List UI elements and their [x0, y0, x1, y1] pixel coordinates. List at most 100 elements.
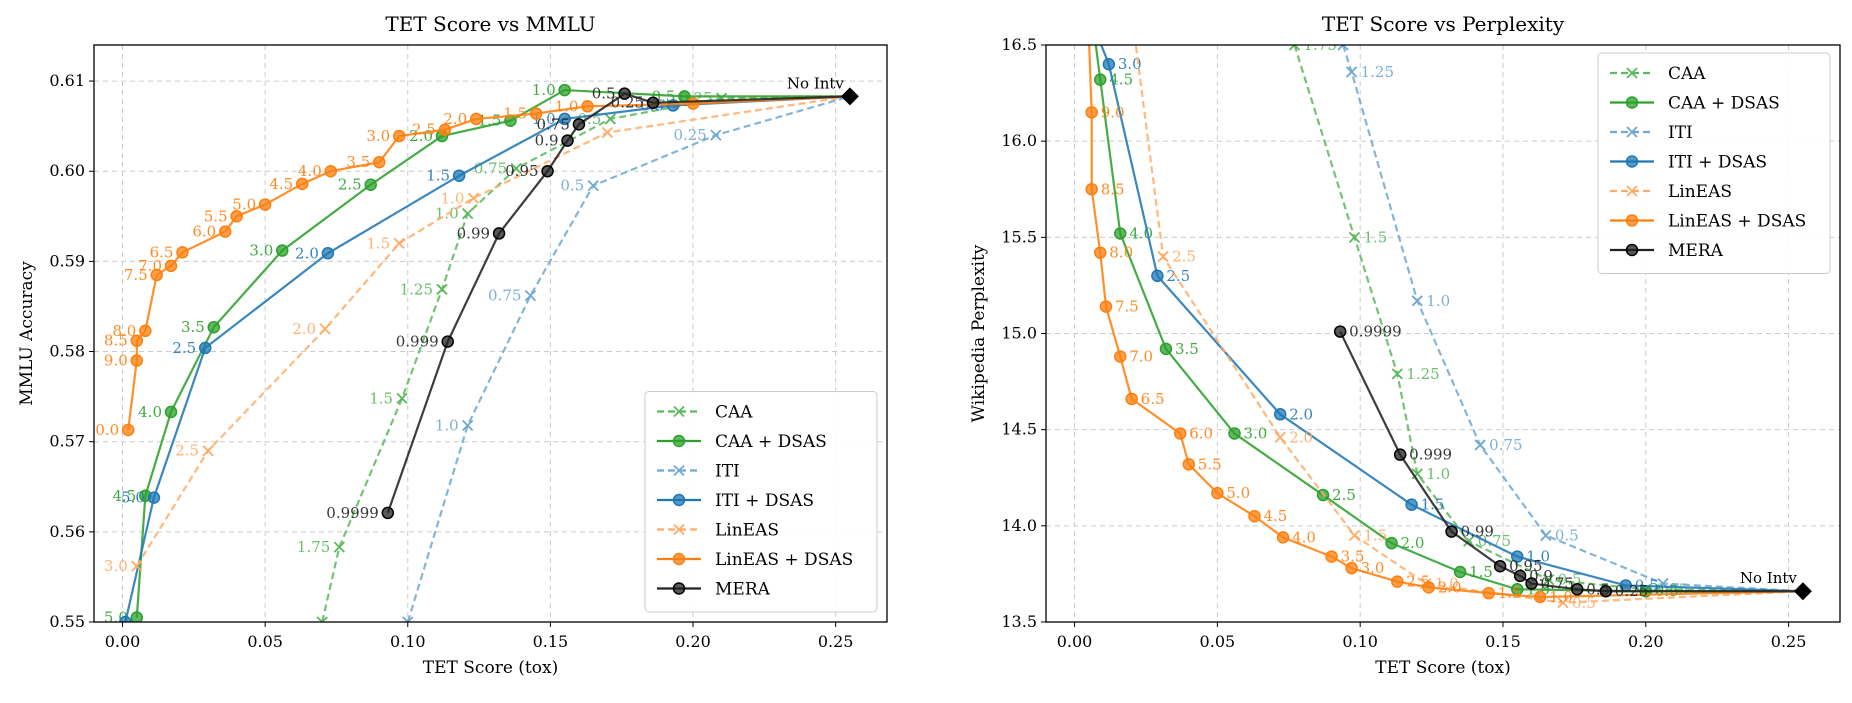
data-point-marker: [1159, 342, 1173, 356]
legend-label: CAA: [715, 403, 753, 423]
data-label: 4.5: [1263, 507, 1287, 525]
data-point-marker: [529, 107, 543, 120]
legend-marker: [1625, 96, 1639, 109]
legend: CAA CAA + DSAS ITI ITI + DSAS LinEAS LinEAS +…: [644, 391, 878, 613]
data-point-marker: [1422, 581, 1435, 594]
y-tick-label: 16.5: [1001, 35, 1037, 54]
legend-label: ITI + DSAS: [715, 491, 814, 511]
data-label: 2.5: [1166, 267, 1190, 285]
data-label: 2.5: [1332, 486, 1356, 504]
data-point-marker: [1474, 439, 1486, 451]
y-tick-label: 13.5: [1001, 612, 1037, 631]
data-point-marker: [1276, 531, 1290, 544]
data-point-marker: [1533, 590, 1547, 604]
series-lineas: 3.0 2.5 2.0 1.5 1.0: [104, 95, 851, 575]
no-intervention-label: No Intv: [787, 74, 845, 92]
data-point-marker: [1228, 427, 1241, 440]
data-point-marker: [207, 320, 221, 334]
data-point-marker: [164, 259, 178, 273]
legend-entry: CAA + DSAS: [657, 432, 827, 452]
legend-label: LinEAS + DSAS: [715, 550, 853, 570]
legend-marker: [1626, 67, 1638, 79]
data-point-marker: [364, 178, 377, 191]
no-intervention-label: No Intv: [1740, 569, 1798, 587]
data-point-marker: [524, 289, 537, 302]
data-label: 0.99: [457, 224, 490, 242]
legend-marker: [672, 552, 686, 566]
series-lineas-dsas: 9.08.58.07.57.06.56.05.55.04.54.03.53.02…: [1085, 45, 1803, 606]
legend-entry: LinEAS + DSAS: [657, 550, 853, 570]
legend-label: ITI: [715, 462, 740, 482]
legend-marker: [672, 582, 686, 595]
data-point-marker: [324, 164, 338, 178]
data-point-marker: [1288, 45, 1301, 51]
data-label: 4.0: [298, 162, 322, 180]
data-point-marker: [276, 244, 289, 257]
data-point-marker: [176, 246, 189, 259]
data-point-marker: [1385, 536, 1398, 550]
data-label: 3.5: [181, 318, 205, 336]
data-point-marker: [396, 392, 408, 405]
data-label: 5.0: [232, 196, 256, 214]
data-label: 4.5: [269, 175, 293, 193]
data-point-marker: [1345, 66, 1358, 78]
y-tick-label: 15.0: [1001, 324, 1037, 343]
data-point-marker: [119, 615, 132, 622]
y-axis-label: MMLU Accuracy: [17, 261, 37, 406]
data-label: 6.0: [192, 223, 216, 241]
legend-marker: [672, 434, 686, 448]
data-label: 1.0: [555, 97, 579, 115]
legend-entry: ITI: [657, 462, 740, 482]
legend-marker: [1625, 155, 1639, 168]
y-tick-label: 0.57: [49, 432, 85, 451]
data-label: 1.25: [1361, 63, 1394, 81]
data-label: 1.0: [1426, 465, 1450, 483]
legend-label: CAA: [1668, 64, 1706, 84]
data-point-marker: [587, 180, 599, 192]
data-label: 4.0: [138, 403, 162, 421]
data-label: 3.0: [1118, 55, 1142, 73]
data-label: 2.5: [338, 176, 362, 194]
data-label: 1.75: [1303, 36, 1336, 54]
data-point-marker: [1391, 368, 1403, 380]
legend-entry: CAA + DSAS: [1610, 94, 1780, 114]
data-point-marker: [1511, 550, 1524, 563]
data-point-marker: [1130, 30, 1140, 40]
data-point-marker: [436, 283, 448, 295]
data-label: 1.25: [400, 280, 433, 298]
data-point-marker: [1445, 525, 1458, 538]
data-label: 8.0: [112, 322, 136, 340]
data-point-marker: [1173, 427, 1187, 440]
data-point-marker: [467, 192, 480, 204]
data-point-marker: [1599, 584, 1613, 598]
x-tick-label: 0.15: [533, 632, 569, 651]
data-point-marker: [1540, 529, 1552, 542]
data-point-marker: [373, 155, 386, 169]
data-point-marker: [218, 225, 232, 238]
data-point-marker: [1151, 269, 1164, 283]
legend-marker: [673, 523, 685, 536]
data-label: 0.5: [1635, 576, 1659, 594]
x-tick-label: 0.00: [105, 632, 141, 651]
data-label: 1.0: [1549, 588, 1573, 606]
data-label: 4.5: [1109, 71, 1133, 89]
data-label: 5.0: [121, 489, 145, 507]
data-label: 1.0: [441, 189, 465, 207]
data-point-marker: [139, 324, 152, 338]
data-point-marker: [295, 177, 309, 191]
data-label: 1.5: [366, 234, 390, 252]
data-point-marker: [1405, 498, 1418, 511]
data-point-marker: [1348, 529, 1361, 542]
data-label: 1.75: [297, 538, 330, 556]
data-label: 0.95: [505, 162, 538, 180]
data-point-marker: [1085, 106, 1098, 119]
data-point-marker: [1099, 300, 1113, 313]
data-point-marker: [1333, 325, 1347, 338]
data-label: 1.0: [1526, 548, 1550, 566]
series-lineas: 2.52.01.51.00.5: [1130, 30, 1803, 612]
data-label: 1.0: [532, 81, 556, 99]
legend-marker: [1625, 243, 1639, 257]
data-point-marker: [1482, 586, 1495, 600]
